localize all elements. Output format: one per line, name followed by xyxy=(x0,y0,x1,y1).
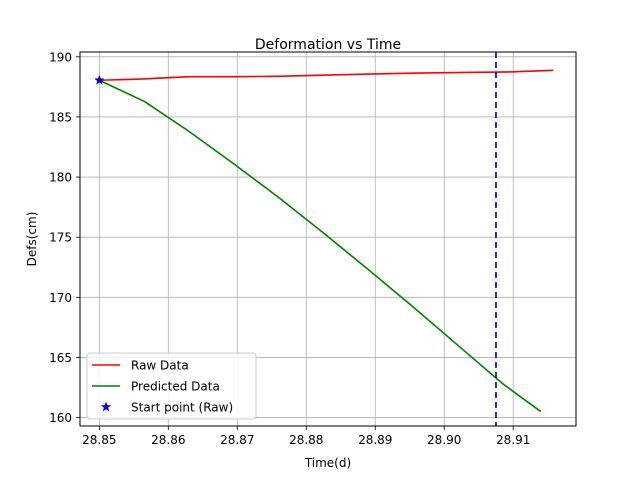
y-axis-label: Defs(cm) xyxy=(25,212,39,267)
chart-title: Deformation vs Time xyxy=(255,37,401,53)
axes-frame xyxy=(79,51,577,427)
x-tick-label: 28.90 xyxy=(427,433,461,447)
y-tick-label: 170 xyxy=(49,291,72,305)
x-tick-label: 28.88 xyxy=(289,433,323,447)
y-tick-label: 185 xyxy=(49,110,72,124)
y-tick-label: 175 xyxy=(49,231,72,245)
x-tick-label: 28.85 xyxy=(82,433,116,447)
x-tick-label: 28.87 xyxy=(220,433,254,447)
predicted-data-line xyxy=(98,79,542,413)
legend-label-predicted: Predicted Data xyxy=(131,380,220,394)
x-tick-label: 28.89 xyxy=(358,433,392,447)
x-tick-label: 28.91 xyxy=(496,433,530,447)
legend: Raw Data Predicted Data Start point (Raw… xyxy=(86,352,257,420)
axis-ticks: 28.85 28.86 28.87 28.88 28.89 28.90 28.91 160 16… xyxy=(49,50,530,447)
legend-swatch-start-point xyxy=(100,401,112,412)
legend-box xyxy=(86,352,257,420)
plot-series xyxy=(94,52,554,426)
y-tick-label: 180 xyxy=(49,171,72,185)
y-tick-label: 165 xyxy=(49,351,72,365)
y-tick-label: 160 xyxy=(49,411,72,425)
x-axis-label: Time(d) xyxy=(304,456,351,470)
start-point-marker xyxy=(94,74,105,85)
y-tick-label: 190 xyxy=(49,50,72,64)
x-tick-label: 28.86 xyxy=(151,433,185,447)
legend-label-raw: Raw Data xyxy=(131,359,189,373)
raw-data-line xyxy=(99,69,554,82)
legend-label-start-point: Start point (Raw) xyxy=(131,401,233,415)
